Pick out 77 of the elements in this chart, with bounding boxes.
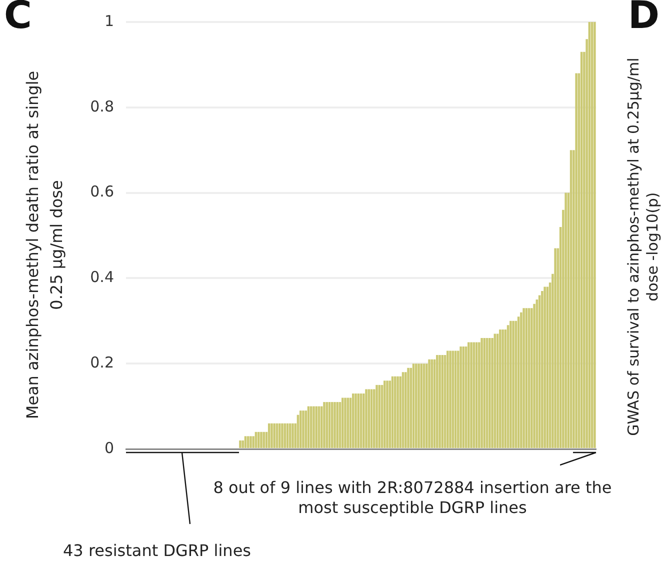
bar [273,423,276,448]
y-tick-label: 0.8 [90,97,114,116]
bar [544,286,546,448]
text: D [628,0,660,39]
bar [284,423,286,448]
bar [365,389,368,448]
bar [344,398,346,448]
bar [426,364,428,448]
bar [488,338,491,448]
bar [446,350,449,448]
y-axis-title: Mean azinphos-methyl death ratio at single 0.25 µg/ml dose [22,70,67,422]
bar [512,320,514,448]
bar [346,398,349,448]
bar [357,393,360,448]
bar [252,436,254,448]
y-tick-label: 0 [104,438,114,457]
bar [554,248,556,448]
bar [510,320,512,448]
bar [244,436,247,448]
y-tick-label: 0.4 [90,268,114,286]
bar [239,440,242,448]
bar [292,423,294,448]
bar [270,423,273,448]
y-tick-label: 0.6 [90,182,114,201]
bar [384,380,386,448]
bar [336,402,338,448]
bar [404,372,407,448]
bar [354,393,357,448]
bar [530,308,533,448]
bar [520,312,522,448]
bar [491,338,494,448]
bar [312,406,315,448]
bar [575,73,578,448]
bar [428,359,430,448]
bar [407,368,410,448]
y-tick-label: 1 [104,12,114,30]
bar [260,432,262,448]
bar [302,410,304,448]
bar [460,346,462,448]
bar [502,329,504,448]
text: 43 resistant DGRP lines [63,541,251,561]
bar [315,406,318,448]
bar [449,350,452,448]
bar [457,350,460,448]
bar [499,329,502,448]
text: 8 out of 9 lines with 2R:8072884 insertion are the most susceptible DGRP lines [212,478,613,518]
bar [438,355,441,448]
y-tick-label: 0.2 [90,353,114,372]
bar [246,436,250,448]
bar [326,402,328,448]
bar [373,389,376,448]
bar [386,380,388,448]
bar [281,423,284,448]
bar [396,376,399,448]
bar [533,304,536,448]
bar [436,355,438,448]
bar [522,308,525,448]
bar [418,364,420,448]
bar [368,389,370,448]
bar [470,342,472,448]
bar [242,440,244,448]
text: GWAS of survival to azinphos-methyl at 0.25µg/ml dose -log10(p) [624,56,662,438]
bar [478,342,480,448]
bar [468,342,470,448]
bar [352,393,354,448]
bar [564,192,567,448]
bar [376,384,378,448]
bar [362,393,365,448]
bar [594,22,596,448]
bar [250,436,252,448]
bar [304,410,307,448]
bar [480,338,483,448]
bar [262,432,265,448]
bar [334,402,336,448]
bar [415,364,418,448]
bar [323,402,326,448]
bar [394,376,396,448]
